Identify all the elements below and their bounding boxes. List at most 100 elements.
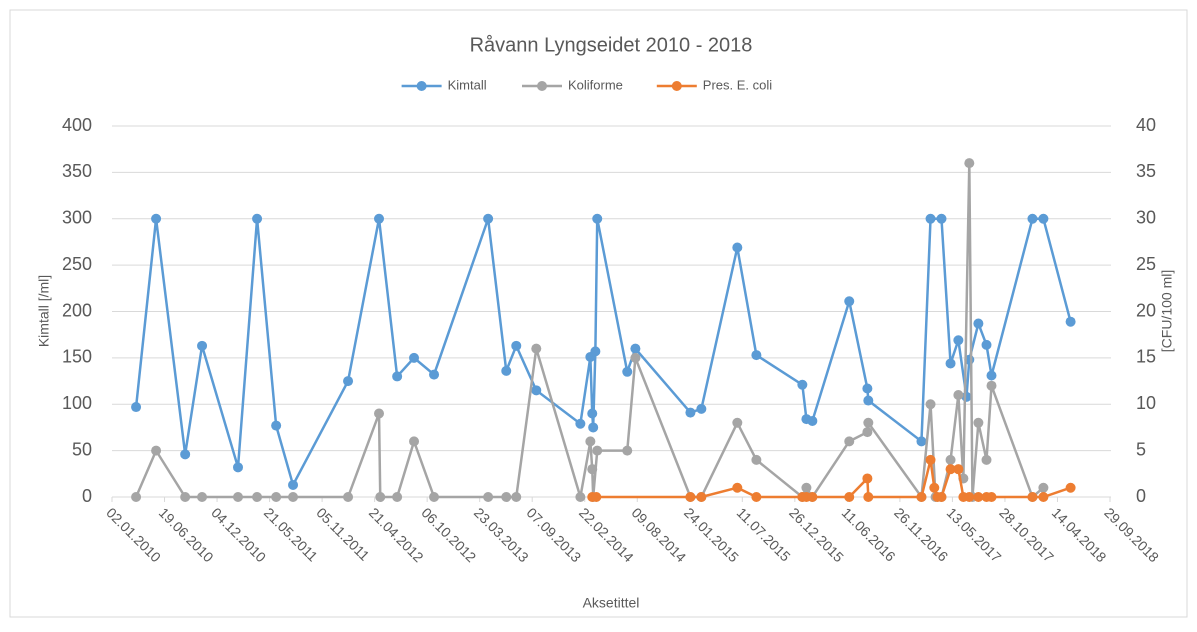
data-point bbox=[197, 340, 208, 351]
data-point bbox=[929, 482, 940, 493]
data-point bbox=[751, 492, 762, 502]
data-point bbox=[953, 389, 964, 400]
data-point bbox=[1065, 316, 1076, 327]
data-point bbox=[501, 365, 512, 376]
y2-tick-label: 0 bbox=[1136, 486, 1146, 506]
x-axis-label: Aksetittel bbox=[583, 595, 640, 611]
data-point bbox=[936, 492, 947, 502]
data-point bbox=[732, 242, 743, 253]
y-tick-label: 0 bbox=[82, 486, 92, 506]
data-point bbox=[863, 395, 874, 406]
data-point bbox=[863, 417, 874, 428]
data-point bbox=[575, 418, 586, 429]
legend-label: Pres. E. coli bbox=[703, 77, 772, 92]
y2-tick-label: 5 bbox=[1136, 439, 1146, 459]
y-tick-label: 350 bbox=[62, 161, 92, 181]
y-tick-label: 100 bbox=[62, 393, 92, 413]
data-point bbox=[981, 339, 992, 350]
data-point bbox=[587, 464, 598, 475]
data-point bbox=[180, 449, 191, 460]
y-tick-label: 50 bbox=[72, 439, 92, 459]
data-point bbox=[925, 399, 936, 410]
data-point bbox=[531, 385, 542, 396]
data-point bbox=[151, 213, 162, 224]
y2-axis-label: [CFU/100 ml] bbox=[1159, 270, 1175, 352]
data-point bbox=[862, 427, 873, 438]
data-point bbox=[981, 454, 992, 465]
data-point bbox=[233, 462, 244, 473]
data-point bbox=[844, 436, 855, 447]
y-tick-label: 250 bbox=[62, 254, 92, 274]
data-point bbox=[409, 436, 420, 447]
data-point bbox=[953, 335, 964, 346]
data-point bbox=[945, 358, 956, 369]
data-point bbox=[374, 408, 385, 419]
data-point bbox=[343, 376, 354, 387]
data-point bbox=[429, 492, 440, 502]
data-point bbox=[1038, 213, 1049, 224]
data-point bbox=[151, 445, 162, 456]
data-point bbox=[964, 492, 975, 502]
data-point bbox=[1027, 492, 1038, 502]
data-point bbox=[131, 492, 142, 502]
data-point bbox=[973, 417, 984, 428]
data-point bbox=[751, 350, 762, 361]
y2-tick-label: 30 bbox=[1136, 208, 1156, 228]
data-point bbox=[483, 492, 494, 502]
data-point bbox=[973, 492, 984, 502]
data-point bbox=[945, 454, 956, 465]
data-point bbox=[1027, 213, 1038, 224]
data-point bbox=[807, 415, 818, 426]
data-point bbox=[696, 403, 707, 414]
data-point bbox=[588, 422, 599, 433]
data-point bbox=[271, 420, 282, 431]
legend-marker bbox=[671, 81, 682, 91]
data-point bbox=[409, 352, 420, 363]
data-point bbox=[945, 464, 956, 475]
data-point bbox=[1038, 492, 1049, 502]
data-point bbox=[1065, 482, 1076, 493]
data-point bbox=[844, 492, 855, 502]
y2-tick-label: 10 bbox=[1136, 393, 1156, 413]
y-tick-label: 400 bbox=[62, 115, 92, 135]
data-point bbox=[131, 402, 142, 413]
data-point bbox=[964, 158, 975, 169]
data-point bbox=[375, 492, 386, 502]
data-point bbox=[252, 492, 263, 502]
data-point bbox=[986, 370, 997, 381]
data-point bbox=[392, 492, 403, 502]
data-point bbox=[343, 492, 354, 502]
data-point bbox=[986, 380, 997, 391]
data-point bbox=[511, 340, 522, 351]
data-point bbox=[233, 492, 244, 502]
data-point bbox=[630, 352, 641, 363]
data-point bbox=[590, 346, 601, 357]
legend-label: Koliforme bbox=[568, 77, 623, 92]
data-point bbox=[429, 369, 440, 380]
data-point bbox=[986, 492, 997, 502]
data-point bbox=[501, 492, 512, 502]
y-tick-label: 200 bbox=[62, 300, 92, 320]
data-point bbox=[953, 464, 964, 475]
data-point bbox=[622, 366, 633, 377]
data-point bbox=[797, 379, 808, 390]
data-point bbox=[511, 492, 522, 502]
data-point bbox=[751, 454, 762, 465]
data-point bbox=[622, 445, 633, 456]
data-point bbox=[271, 492, 282, 502]
data-point bbox=[807, 492, 818, 502]
data-point bbox=[685, 492, 696, 502]
y2-tick-label: 40 bbox=[1136, 115, 1156, 135]
data-point bbox=[585, 436, 596, 447]
data-point bbox=[863, 492, 874, 502]
data-point bbox=[916, 436, 927, 447]
data-point bbox=[844, 296, 855, 307]
data-point bbox=[288, 492, 299, 502]
data-point bbox=[973, 318, 984, 329]
y-tick-label: 150 bbox=[62, 347, 92, 367]
data-point bbox=[483, 213, 494, 224]
data-point bbox=[732, 482, 743, 493]
legend-marker bbox=[537, 81, 547, 91]
